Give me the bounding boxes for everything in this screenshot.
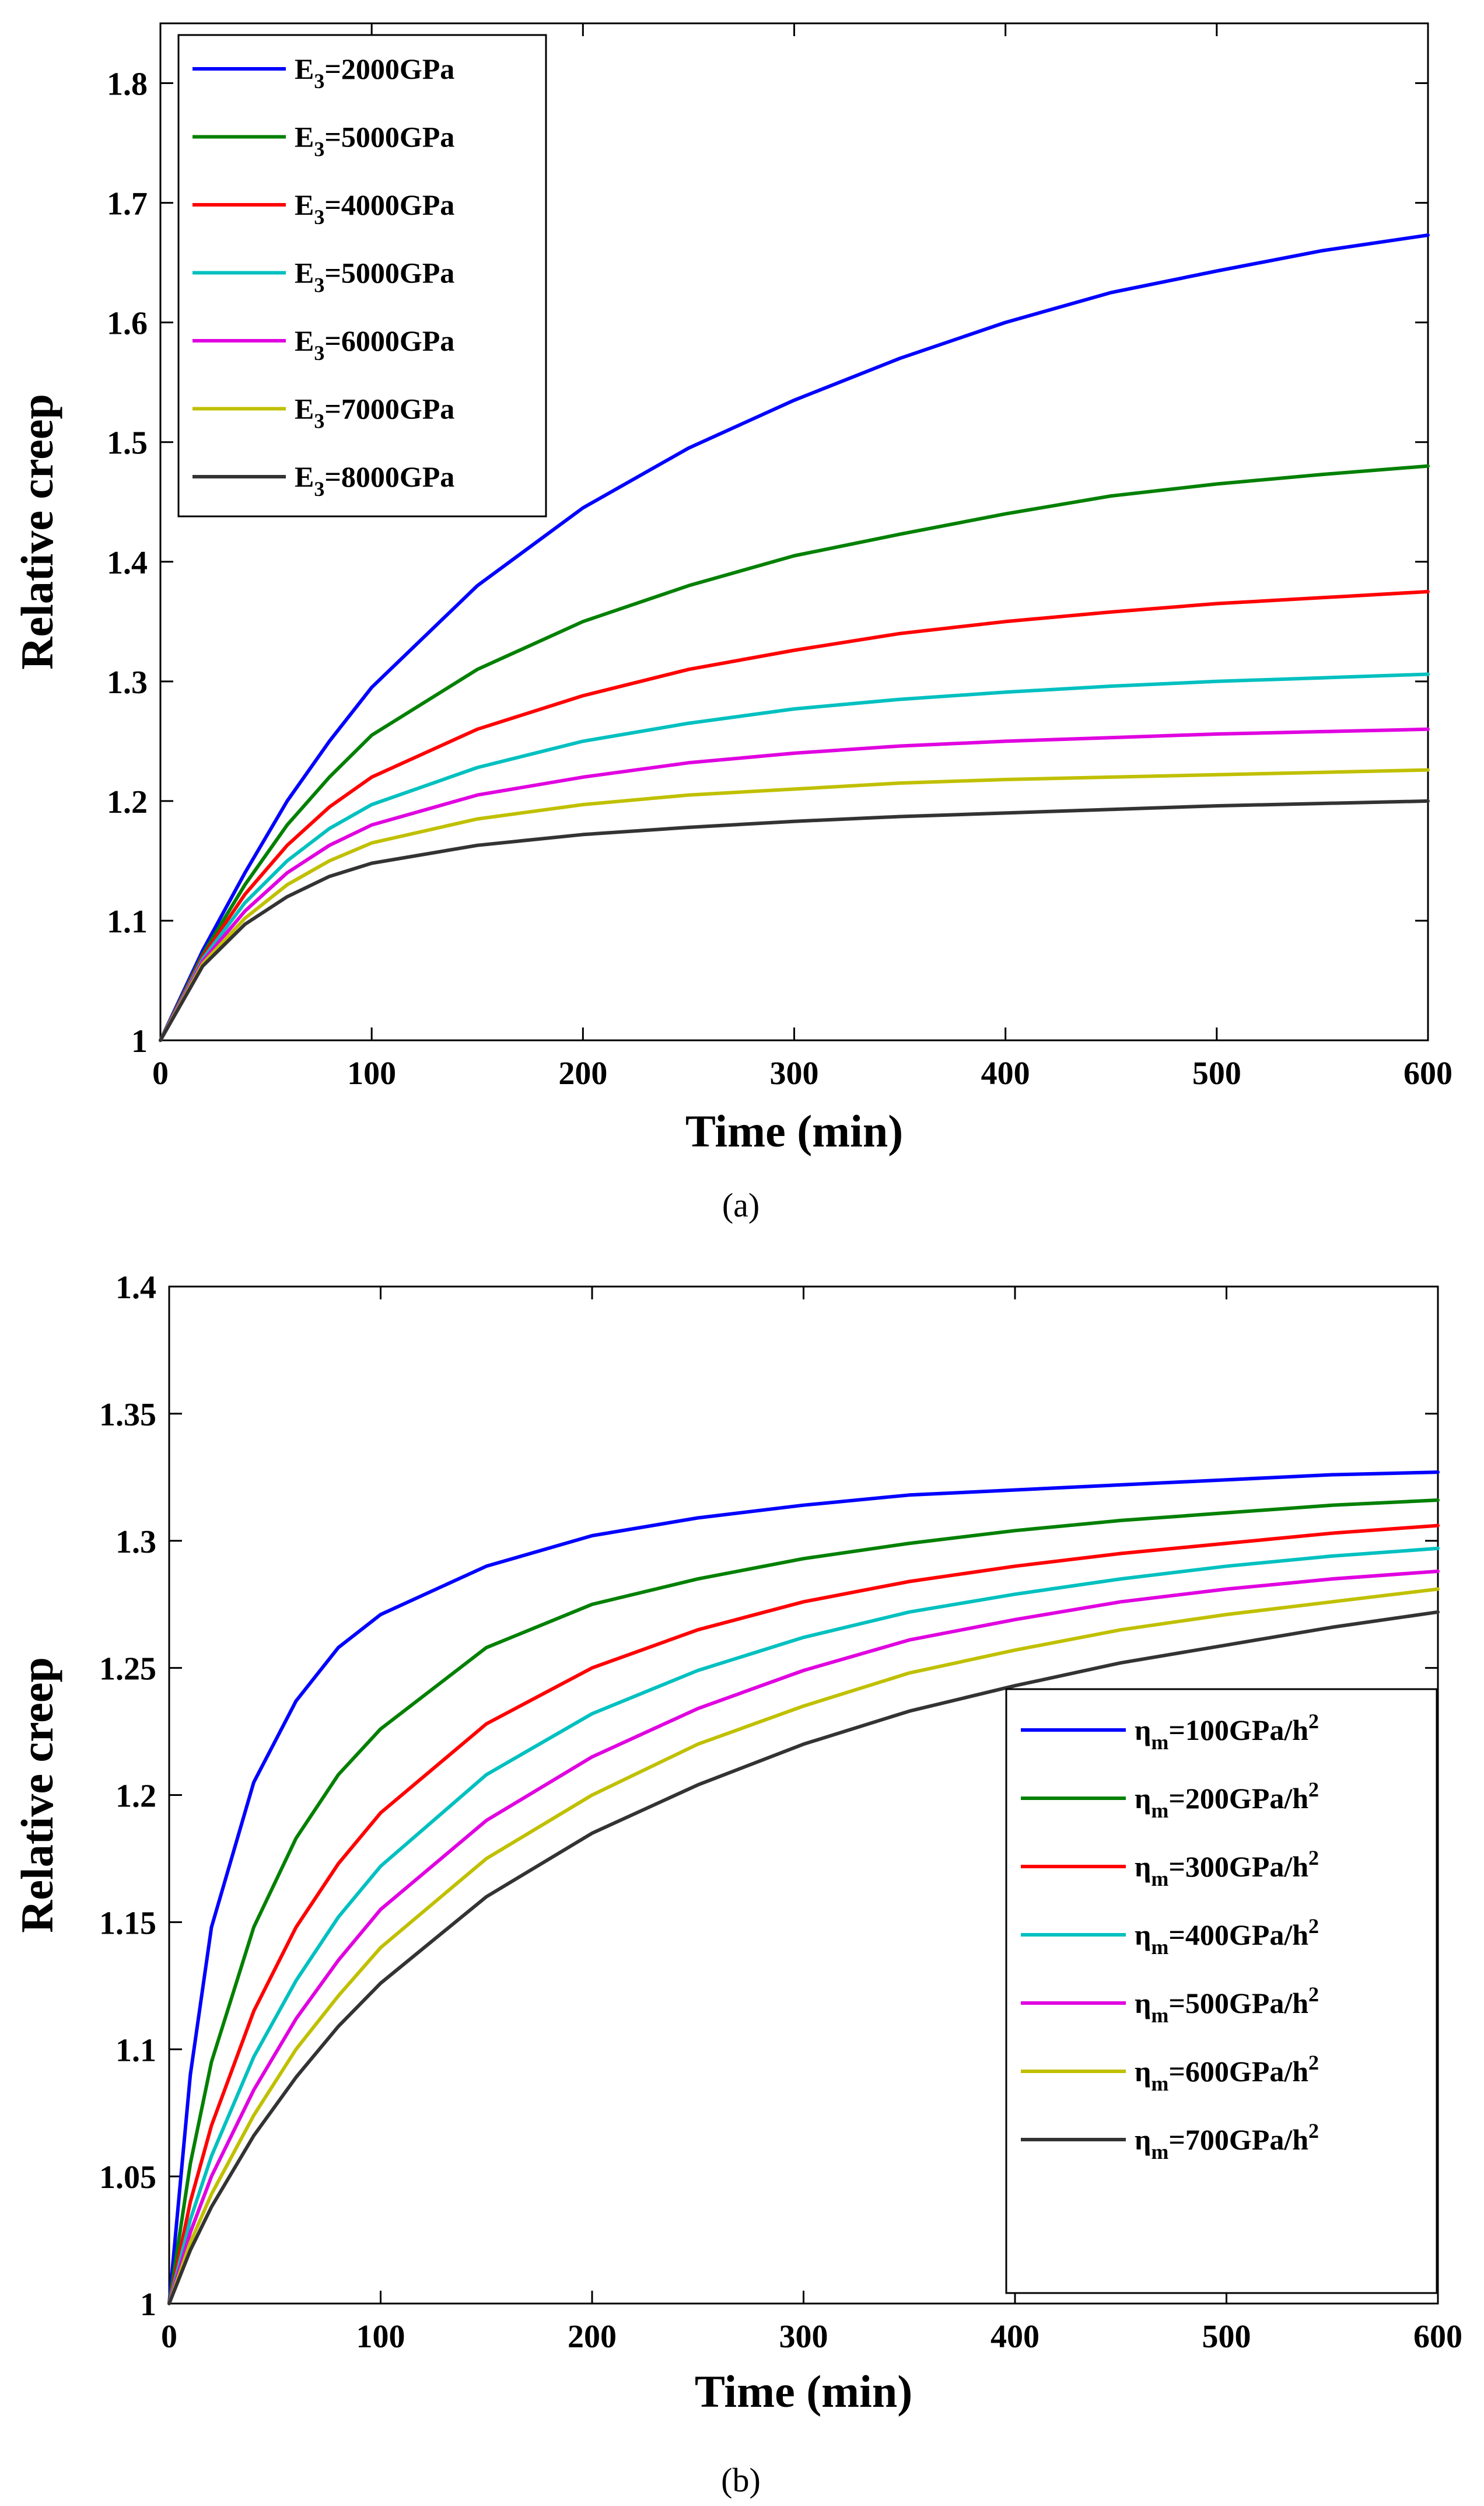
- series-line-6: [159, 768, 1430, 1042]
- series-line-5: [159, 727, 1430, 1042]
- x-tick-label: 400: [991, 2319, 1040, 2355]
- x-tick-label: 0: [161, 2319, 177, 2355]
- series-line-7: [159, 799, 1430, 1042]
- series-line-6: [167, 1587, 1440, 2305]
- y-tick-label: 1.3: [107, 665, 148, 701]
- x-tick-label: 500: [1192, 1055, 1241, 1092]
- y-tick-label: 1.4: [116, 1270, 156, 1306]
- legend-label-1: E3=2000GPa: [295, 53, 454, 93]
- series-line-3: [167, 1523, 1440, 2305]
- x-tick-label: 100: [347, 1055, 396, 1092]
- legend-label-3: ηm=300GPa/h2: [1135, 1846, 1319, 1890]
- legend-label-3: E3=4000GPa: [295, 188, 454, 229]
- x-tick-label: 600: [1413, 2319, 1462, 2355]
- series-line-7: [167, 1610, 1440, 2305]
- y-tick-label: 1.4: [107, 545, 148, 581]
- series-line-4: [167, 1546, 1440, 2305]
- series-line-2: [159, 464, 1430, 1042]
- y-tick-label: 1.2: [116, 1778, 156, 1815]
- x-tick-label: 0: [152, 1055, 169, 1092]
- x-axis-title: Time (min): [695, 2366, 912, 2417]
- y-tick-label: 1.7: [107, 186, 148, 222]
- y-tick-label: 1.3: [116, 1524, 156, 1560]
- panel-a-chart: 0 100 200 300 400 500 600 1 1.1 1.2 1.3 1.4 1.5 1.6 1.…: [12, 22, 1452, 1156]
- y-tick-label: 1.35: [99, 1397, 156, 1433]
- series-line-2: [167, 1498, 1440, 2305]
- x-tick-label: 200: [558, 1055, 607, 1092]
- panel-b-caption: (b): [721, 2461, 761, 2499]
- legend-label-6: ηm=600GPa/h2: [1135, 2051, 1319, 2095]
- x-tick-label: 600: [1404, 1055, 1452, 1092]
- series-line-3: [159, 590, 1430, 1042]
- y-tick-label: 1.1: [116, 2032, 156, 2068]
- y-tick-label: 1.05: [99, 2159, 156, 2196]
- series-line-4: [159, 672, 1430, 1042]
- series-line-1: [167, 1470, 1440, 2305]
- y-tick-label: 1.2: [107, 784, 148, 820]
- legend-label-4: ηm=400GPa/h2: [1135, 1914, 1319, 1959]
- legend-label-5: E3=6000GPa: [295, 324, 454, 365]
- y-tick-label: 1.15: [99, 1905, 156, 1941]
- legend-label-7: ηm=700GPa/h2: [1135, 2119, 1319, 2164]
- legend-label-5: ηm=500GPa/h2: [1135, 1983, 1319, 2027]
- legend-label-6: E3=7000GPa: [295, 393, 454, 433]
- panel-a-caption: (a): [722, 1186, 760, 1224]
- legend-label-2: E3=5000GPa: [295, 121, 454, 161]
- x-tick-label: 400: [981, 1055, 1030, 1092]
- x-tick-label: 100: [356, 2319, 405, 2355]
- y-tick-label: 1: [131, 1023, 148, 1060]
- y-tick-label: 1: [140, 2287, 156, 2323]
- legend-box: [1005, 1688, 1438, 2294]
- x-tick-label: 200: [568, 2319, 617, 2355]
- y-axis-title: Relative creep: [12, 394, 62, 670]
- x-tick-label: 500: [1202, 2319, 1251, 2355]
- series-line-1: [159, 233, 1430, 1042]
- y-tick-label: 1.5: [107, 425, 148, 462]
- x-tick-label: 300: [779, 2319, 828, 2355]
- series-line-5: [167, 1570, 1440, 2305]
- x-tick-label: 300: [770, 1055, 819, 1092]
- legend-label-7: E3=8000GPa: [295, 460, 454, 501]
- y-tick-label: 1.8: [107, 67, 148, 103]
- panel-b-chart: 0 100 200 300 400 500 600 1 1.05 1.1 1.15 1.2 1.25 1.…: [12, 1270, 1462, 2417]
- y-tick-label: 1.25: [99, 1651, 156, 1687]
- legend-label-2: ηm=200GPa/h2: [1135, 1778, 1319, 1822]
- y-axis-title: Relative creep: [12, 1657, 62, 1933]
- legend-label-4: E3=5000GPa: [295, 257, 454, 297]
- legend-label-1: ηm=100GPa/h2: [1135, 1710, 1319, 1754]
- y-tick-label: 1.1: [107, 904, 148, 940]
- x-axis-title: Time (min): [685, 1106, 903, 1156]
- legend-box: [177, 34, 547, 518]
- y-tick-label: 1.6: [107, 306, 148, 342]
